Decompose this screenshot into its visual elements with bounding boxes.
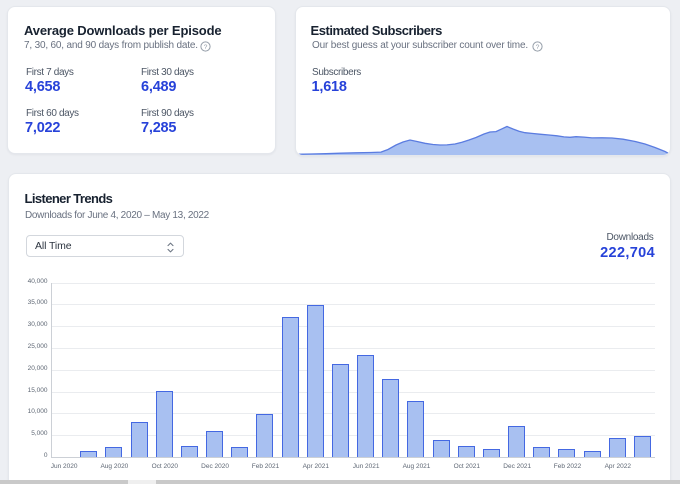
svg-text:?: ?: [204, 44, 208, 51]
svg-text:?: ?: [536, 44, 540, 51]
